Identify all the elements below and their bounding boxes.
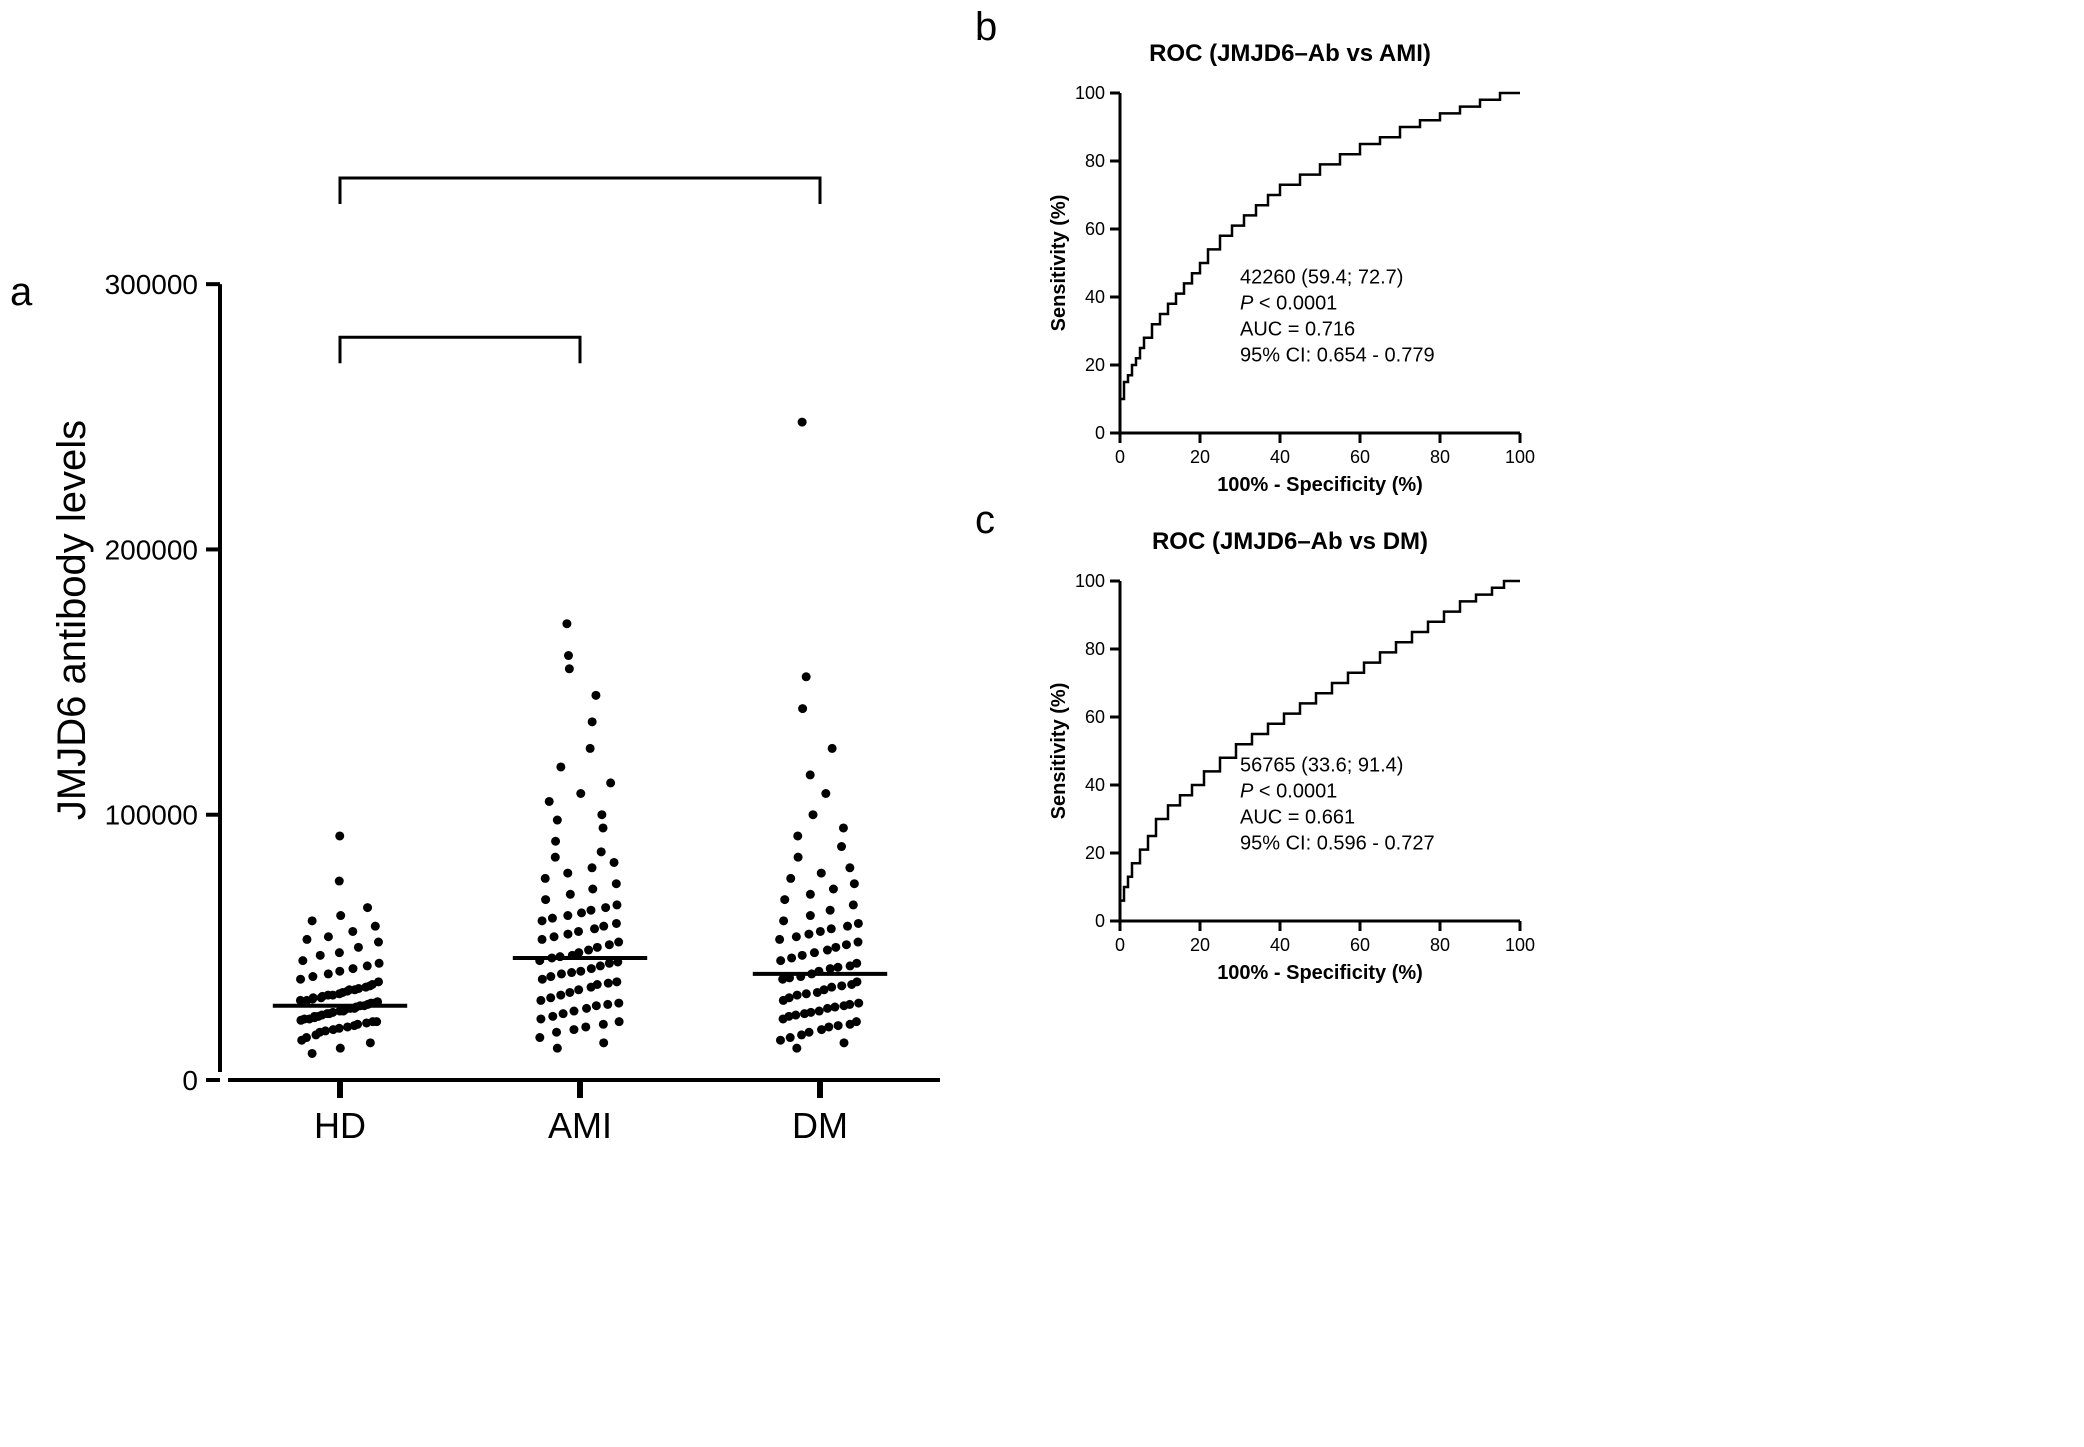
svg-text:20: 20 [1085, 355, 1105, 375]
svg-text:100: 100 [1505, 447, 1535, 467]
panel-a: a 0100000200000300000JMJD6 antibody leve… [40, 40, 960, 1185]
svg-text:42260 (59.4; 72.7): 42260 (59.4; 72.7) [1240, 266, 1403, 288]
svg-text:20: 20 [1190, 935, 1210, 955]
svg-text:100: 100 [1075, 571, 1105, 591]
panel-label-c: c [975, 498, 995, 543]
roc-b-chart: 00 20 20 40 40 60 60 80 80 100 100 100% - Specifici… [1040, 78, 1540, 503]
panel-label-b: b [975, 5, 997, 50]
svg-text:0: 0 [1095, 911, 1105, 931]
svg-text:Sensitivity (%): Sensitivity (%) [1048, 683, 1070, 820]
svg-text:60: 60 [1085, 707, 1105, 727]
svg-text:0: 0 [1115, 935, 1125, 955]
svg-text:JMJD6 antibody levels: JMJD6 antibody levels [50, 420, 94, 820]
panel-label-a: a [10, 270, 32, 315]
roc-c-chart: 00 20 20 40 40 60 60 80 80 100 100 100% - Specifici… [1040, 566, 1540, 991]
svg-text:100% - Specificity (%): 100% - Specificity (%) [1217, 474, 1423, 496]
svg-text:80: 80 [1430, 447, 1450, 467]
svg-text:AMI: AMI [548, 1105, 612, 1146]
svg-text:60: 60 [1350, 935, 1370, 955]
svg-text:95% CI: 0.596 - 0.727: 95% CI: 0.596 - 0.727 [1240, 832, 1435, 854]
svg-text:HD: HD [314, 1105, 366, 1146]
svg-text:95% CI: 0.654 - 0.779: 95% CI: 0.654 - 0.779 [1240, 344, 1435, 366]
svg-text:AUC = 0.716: AUC = 0.716 [1240, 318, 1355, 340]
svg-text:0: 0 [1095, 423, 1105, 443]
roc-b-title: ROC (JMJD6–Ab vs AMI) [1040, 40, 1540, 68]
svg-text:100% - Specificity (%): 100% - Specificity (%) [1217, 962, 1423, 984]
svg-text:20: 20 [1085, 843, 1105, 863]
svg-text:100: 100 [1075, 83, 1105, 103]
svg-text:60: 60 [1350, 447, 1370, 467]
svg-text:80: 80 [1430, 935, 1450, 955]
right-panel: b ROC (JMJD6–Ab vs AMI) 0020204040606080… [1040, 40, 1540, 996]
svg-text:40: 40 [1270, 935, 1290, 955]
svg-text:56765 (33.6; 91.4): 56765 (33.6; 91.4) [1240, 754, 1403, 776]
svg-text:20: 20 [1190, 447, 1210, 467]
svg-text:P < 0.0001: P < 0.0001 [1240, 292, 1337, 314]
svg-text:80: 80 [1085, 639, 1105, 659]
svg-text:0: 0 [1115, 447, 1125, 467]
svg-text:200000: 200000 [105, 534, 198, 565]
svg-text:40: 40 [1085, 775, 1105, 795]
svg-text:40: 40 [1270, 447, 1290, 467]
svg-text:300000: 300000 [105, 269, 198, 300]
figure-container: a 0100000200000300000JMJD6 antibody leve… [40, 40, 2044, 1185]
roc-c-title: ROC (JMJD6–Ab vs DM) [1040, 528, 1540, 556]
svg-text:100: 100 [1505, 935, 1535, 955]
scatter-chart: 0 100000 200000 300000 JMJD6 antibody levels… [40, 40, 960, 1180]
svg-text:P < 0.0001: P < 0.0001 [1240, 780, 1337, 802]
panel-c: c ROC (JMJD6–Ab vs DM) 00202040406060808… [1040, 528, 1540, 996]
svg-text:DM: DM [792, 1105, 848, 1146]
svg-text:80: 80 [1085, 151, 1105, 171]
svg-text:40: 40 [1085, 287, 1105, 307]
svg-text:0: 0 [182, 1065, 198, 1096]
svg-text:AUC = 0.661: AUC = 0.661 [1240, 806, 1355, 828]
svg-text:100000: 100000 [105, 800, 198, 831]
panel-b: b ROC (JMJD6–Ab vs AMI) 0020204040606080… [1040, 40, 1540, 508]
svg-text:Sensitivity (%): Sensitivity (%) [1048, 195, 1070, 332]
svg-text:60: 60 [1085, 219, 1105, 239]
